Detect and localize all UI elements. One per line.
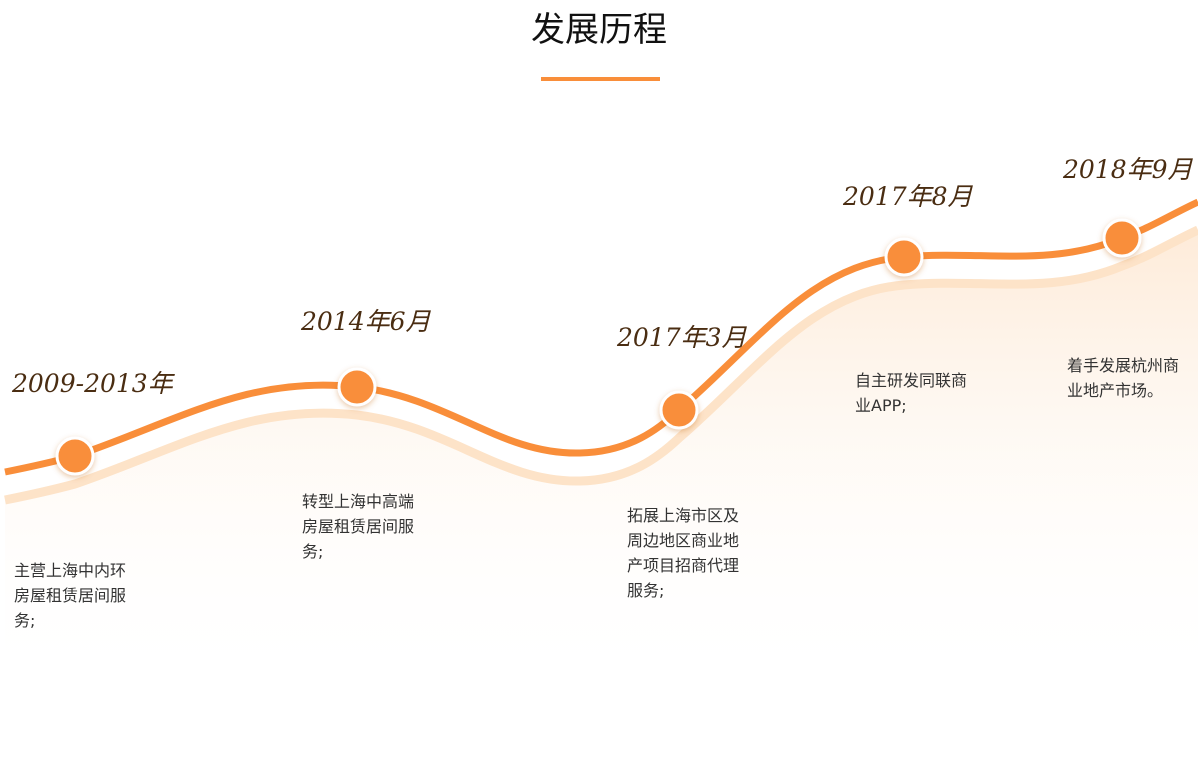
milestone-dot [659, 390, 699, 430]
milestone-date: 2017年3月 [617, 323, 747, 352]
milestone-description: 自主研发同联商业APP; [855, 371, 968, 415]
area [5, 230, 1198, 690]
shadow-band [4, 225, 1198, 505]
milestone-date: 2014年6月 [301, 307, 431, 336]
milestone-description: 着手发展杭州商业地产市场。 [1067, 356, 1180, 400]
milestone-description: 主营上海中内环房屋租赁居间服务; [14, 561, 127, 630]
milestone-dot [55, 436, 95, 476]
milestone-date: 2009-2013年 [12, 369, 173, 398]
title: 发展历程 [531, 10, 667, 50]
title-underline [541, 77, 660, 81]
milestone-dot [337, 367, 377, 407]
milestone-date: 2017年8月 [843, 182, 973, 211]
milestone-date: 2018年9月 [1063, 155, 1193, 184]
milestone-description: 拓展上海市区及周边地区商业地产项目招商代理服务; [627, 506, 740, 600]
milestone-dot [1102, 218, 1142, 258]
milestone-description: 转型上海中高端房屋租赁居间服务; [302, 492, 415, 561]
curve [4, 198, 1198, 476]
milestone-dot [884, 237, 924, 277]
